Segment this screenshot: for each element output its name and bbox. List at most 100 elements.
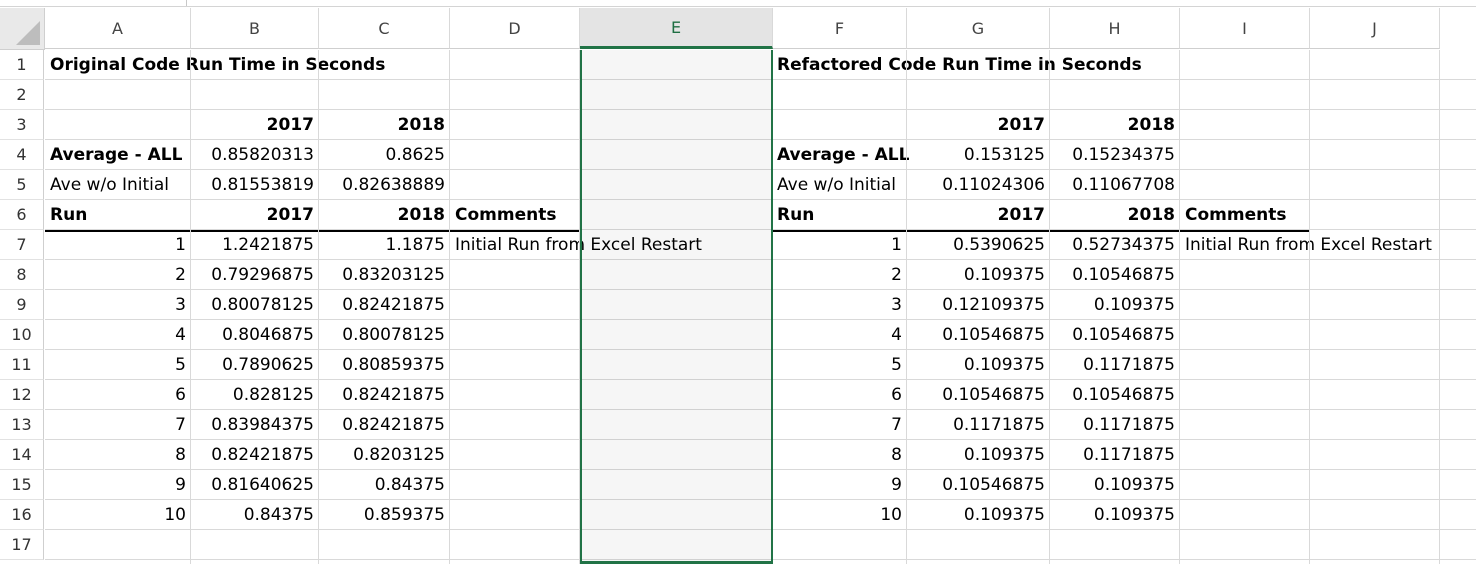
cell-c5-left-avgwo-2018[interactable]: 0.82638889 — [342, 175, 445, 195]
cell-c6-left-run-year2[interactable]: 2018 — [397, 205, 445, 225]
right-run-10-y2017[interactable]: 0.109375 — [963, 505, 1045, 525]
cell-b4-left-avg-2017[interactable]: 0.85820313 — [211, 145, 314, 165]
column-header-h[interactable]: H — [1050, 8, 1180, 49]
left-run-4-y2018[interactable]: 0.80078125 — [342, 325, 445, 345]
column-header-j[interactable]: J — [1310, 8, 1440, 49]
cell-h5-right-avgwo-2018[interactable]: 0.11067708 — [1072, 175, 1175, 195]
left-run-10-y2018[interactable]: 0.859375 — [363, 505, 445, 525]
right-run-3-y2017[interactable]: 0.12109375 — [942, 295, 1045, 315]
cell-f6-right-run-label[interactable]: Run — [777, 205, 815, 225]
left-run-9-y2018[interactable]: 0.84375 — [374, 475, 445, 495]
cell-f1-right-title[interactable]: Refactored Code Run Time in Seconds — [777, 55, 1142, 75]
cell-f4-right-avg-label[interactable]: Average - ALL — [777, 145, 910, 165]
left-run-1-y2018[interactable]: 1.1875 — [385, 235, 445, 255]
cell-a4-left-avg-label[interactable]: Average - ALL — [50, 145, 183, 165]
row-header-10[interactable]: 10 — [0, 320, 44, 350]
row-header-5[interactable]: 5 — [0, 170, 44, 200]
cell-b5-left-avgwo-2017[interactable]: 0.81553819 — [211, 175, 314, 195]
right-run-3-run[interactable]: 3 — [891, 295, 902, 315]
cell-h3-right-year2[interactable]: 2018 — [1127, 115, 1175, 135]
right-run-7-y2017[interactable]: 0.1171875 — [953, 415, 1045, 435]
right-run-8-y2017[interactable]: 0.109375 — [963, 445, 1045, 465]
left-run-2-run[interactable]: 2 — [175, 265, 186, 285]
right-run-6-y2017[interactable]: 0.10546875 — [942, 385, 1045, 405]
right-run-4-run[interactable]: 4 — [891, 325, 902, 345]
left-run-2-y2017[interactable]: 0.79296875 — [211, 265, 314, 285]
right-run-6-y2018[interactable]: 0.10546875 — [1072, 385, 1175, 405]
column-header-e[interactable]: E — [580, 8, 773, 49]
cell-d7-left-first-comment[interactable]: Initial Run from Excel Restart — [455, 235, 702, 255]
row-header-1[interactable]: 1 — [0, 50, 44, 80]
column-header-g[interactable]: G — [907, 8, 1050, 49]
left-run-5-run[interactable]: 5 — [175, 355, 186, 375]
row-header-12[interactable]: 12 — [0, 380, 44, 410]
cell-c3-left-year2[interactable]: 2018 — [397, 115, 445, 135]
right-run-4-y2018[interactable]: 0.10546875 — [1072, 325, 1175, 345]
right-run-2-y2017[interactable]: 0.109375 — [963, 265, 1045, 285]
right-run-5-y2018[interactable]: 0.1171875 — [1083, 355, 1175, 375]
cell-h4-right-avg-2018[interactable]: 0.15234375 — [1072, 145, 1175, 165]
cell-b3-left-year1[interactable]: 2017 — [266, 115, 314, 135]
row-header-7[interactable]: 7 — [0, 230, 44, 260]
cell-h6-right-run-year2[interactable]: 2018 — [1127, 205, 1175, 225]
right-run-7-y2018[interactable]: 0.1171875 — [1083, 415, 1175, 435]
left-run-10-y2017[interactable]: 0.84375 — [243, 505, 314, 525]
row-header-15[interactable]: 15 — [0, 470, 44, 500]
right-run-3-y2018[interactable]: 0.109375 — [1093, 295, 1175, 315]
row-header-13[interactable]: 13 — [0, 410, 44, 440]
left-run-3-y2017[interactable]: 0.80078125 — [211, 295, 314, 315]
left-run-8-run[interactable]: 8 — [175, 445, 186, 465]
cell-b6-left-run-year1[interactable]: 2017 — [266, 205, 314, 225]
right-run-9-run[interactable]: 9 — [891, 475, 902, 495]
right-run-8-y2018[interactable]: 0.1171875 — [1083, 445, 1175, 465]
cell-grid[interactable]: Original Code Run Time in Seconds 2017 2… — [45, 50, 1476, 564]
left-run-9-y2017[interactable]: 0.81640625 — [211, 475, 314, 495]
left-run-5-y2017[interactable]: 0.7890625 — [222, 355, 314, 375]
row-header-3[interactable]: 3 — [0, 110, 44, 140]
cell-a5-left-avgwo-label[interactable]: Ave w/o Initial — [50, 175, 170, 195]
left-run-1-y2017[interactable]: 1.2421875 — [222, 235, 314, 255]
left-run-8-y2018[interactable]: 0.8203125 — [353, 445, 445, 465]
row-header-2[interactable]: 2 — [0, 80, 44, 110]
right-run-5-run[interactable]: 5 — [891, 355, 902, 375]
cell-g3-right-year1[interactable]: 2017 — [997, 115, 1045, 135]
right-run-9-y2017[interactable]: 0.10546875 — [942, 475, 1045, 495]
left-run-9-run[interactable]: 9 — [175, 475, 186, 495]
right-run-1-y2017[interactable]: 0.5390625 — [953, 235, 1045, 255]
left-run-6-y2018[interactable]: 0.82421875 — [342, 385, 445, 405]
right-run-2-run[interactable]: 2 — [891, 265, 902, 285]
row-header-11[interactable]: 11 — [0, 350, 44, 380]
row-header-6[interactable]: 6 — [0, 200, 44, 230]
row-header-17[interactable]: 17 — [0, 530, 44, 560]
left-run-6-run[interactable]: 6 — [175, 385, 186, 405]
left-run-1-run[interactable]: 1 — [175, 235, 186, 255]
left-run-5-y2018[interactable]: 0.80859375 — [342, 355, 445, 375]
column-header-a[interactable]: A — [45, 8, 191, 49]
row-header-16[interactable]: 16 — [0, 500, 44, 530]
right-run-4-y2017[interactable]: 0.10546875 — [942, 325, 1045, 345]
left-run-7-y2018[interactable]: 0.82421875 — [342, 415, 445, 435]
left-run-4-run[interactable]: 4 — [175, 325, 186, 345]
right-run-1-run[interactable]: 1 — [891, 235, 902, 255]
right-run-7-run[interactable]: 7 — [891, 415, 902, 435]
left-run-7-run[interactable]: 7 — [175, 415, 186, 435]
right-run-6-run[interactable]: 6 — [891, 385, 902, 405]
cell-a6-left-run-label[interactable]: Run — [50, 205, 88, 225]
left-run-4-y2017[interactable]: 0.8046875 — [222, 325, 314, 345]
right-run-5-y2017[interactable]: 0.109375 — [963, 355, 1045, 375]
cell-a1-left-title[interactable]: Original Code Run Time in Seconds — [50, 55, 386, 75]
cell-c4-left-avg-2018[interactable]: 0.8625 — [385, 145, 445, 165]
left-run-6-y2017[interactable]: 0.828125 — [232, 385, 314, 405]
right-run-2-y2018[interactable]: 0.10546875 — [1072, 265, 1175, 285]
right-run-10-run[interactable]: 10 — [880, 505, 902, 525]
cell-f5-right-avgwo-label[interactable]: Ave w/o Initial — [777, 175, 897, 195]
cell-i7-right-first-comment[interactable]: Initial Run from Excel Restart — [1185, 235, 1432, 255]
column-header-d[interactable]: D — [450, 8, 580, 49]
right-run-10-y2018[interactable]: 0.109375 — [1093, 505, 1175, 525]
right-run-9-y2018[interactable]: 0.109375 — [1093, 475, 1175, 495]
cell-d6-left-comments[interactable]: Comments — [455, 205, 557, 225]
left-run-3-run[interactable]: 3 — [175, 295, 186, 315]
left-run-3-y2018[interactable]: 0.82421875 — [342, 295, 445, 315]
column-header-f[interactable]: F — [773, 8, 907, 49]
right-run-8-run[interactable]: 8 — [891, 445, 902, 465]
